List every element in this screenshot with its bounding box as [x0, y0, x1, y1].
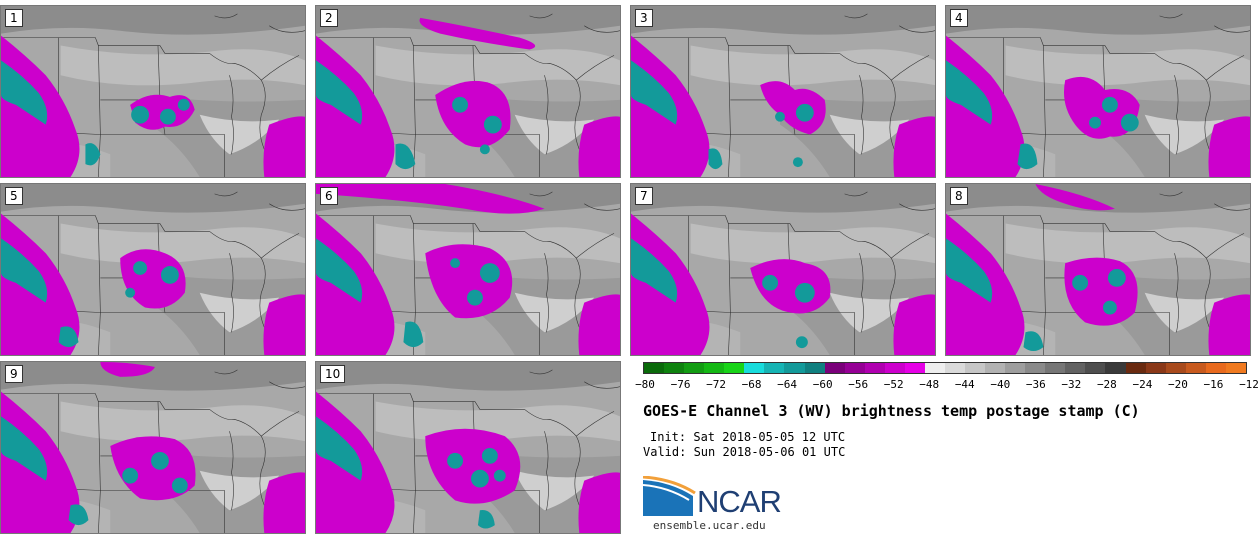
colorbar-tick-label: −68	[741, 378, 762, 391]
colorbar-segment	[664, 363, 685, 373]
colorbar-segment	[764, 363, 785, 373]
colorbar-segment	[1045, 363, 1066, 373]
forecast-panel-9: 9	[0, 361, 306, 534]
colorbar-segment	[944, 363, 965, 373]
colorbar-tick-label: −64	[777, 378, 798, 391]
site-url: ensemble.ucar.edu	[653, 519, 766, 532]
colorbar-segment	[824, 363, 845, 373]
colorbar-segment	[1125, 363, 1146, 373]
ncar-logo-icon	[643, 476, 696, 516]
forecast-panel-1: 1	[0, 5, 306, 178]
map-graphic	[1, 362, 305, 533]
colorbar-tick-label: −56	[848, 378, 869, 391]
colorbar-tick-label: −28	[1096, 378, 1117, 391]
colorbar-tick-label: −20	[1168, 378, 1188, 391]
panel-number: 9	[5, 365, 23, 383]
panel-number: 1	[5, 9, 23, 27]
panel-number: 10	[320, 365, 346, 383]
colorbar	[643, 362, 1247, 374]
colorbar-tick-label: −36	[1025, 378, 1046, 391]
colorbar-segment	[804, 363, 825, 373]
colorbar-tick-label: −60	[812, 378, 833, 391]
colorbar-segment	[1205, 363, 1226, 373]
forecast-panel-4: 4	[945, 5, 1251, 178]
forecast-panel-8: 8	[945, 183, 1251, 356]
map-graphic	[316, 184, 620, 355]
panel-number: 6	[320, 187, 338, 205]
colorbar-segment	[744, 363, 765, 373]
colorbar-segment	[784, 363, 805, 373]
colorbar-tick-label: −52	[883, 378, 904, 391]
colorbar-segment	[724, 363, 745, 373]
panel-number: 8	[950, 187, 968, 205]
map-graphic	[631, 184, 935, 355]
colorbar-tick-label: −16	[1203, 378, 1224, 391]
colorbar-segment	[704, 363, 725, 373]
map-graphic	[631, 6, 935, 177]
panel-number: 3	[635, 9, 653, 27]
ncar-logo-text: NCAR	[697, 484, 782, 519]
colorbar-tick-label: −76	[670, 378, 691, 391]
forecast-panel-10: 10	[315, 361, 621, 534]
colorbar-segment	[1145, 363, 1166, 373]
init-time: Init: Sat 2018-05-05 12 UTC	[650, 430, 846, 444]
colorbar-segment	[1165, 363, 1186, 373]
map-graphic	[946, 6, 1250, 177]
colorbar-tick-label: −32	[1061, 378, 1082, 391]
colorbar-segment	[965, 363, 986, 373]
colorbar-segment	[1025, 363, 1046, 373]
chart-title: GOES-E Channel 3 (WV) brightness temp po…	[643, 402, 1140, 420]
panel-number: 2	[320, 9, 338, 27]
panel-number: 4	[950, 9, 968, 27]
map-graphic	[316, 6, 620, 177]
map-graphic	[316, 362, 620, 533]
colorbar-segment	[904, 363, 925, 373]
colorbar-segment	[1005, 363, 1026, 373]
forecast-panel-7: 7	[630, 183, 936, 356]
colorbar-segment	[985, 363, 1006, 373]
colorbar-tick-label: −80	[635, 378, 655, 391]
map-graphic	[946, 184, 1250, 355]
colorbar-tick-label: −12	[1239, 378, 1259, 391]
colorbar-segment	[884, 363, 905, 373]
map-graphic	[1, 184, 305, 355]
colorbar-segment	[844, 363, 865, 373]
forecast-panel-3: 3	[630, 5, 936, 178]
colorbar-tick-label: −44	[954, 378, 975, 391]
colorbar-tick-label: −24	[1132, 378, 1153, 391]
forecast-panel-6: 6	[315, 183, 621, 356]
colorbar-tick-label: −40	[990, 378, 1011, 391]
panel-number: 7	[635, 187, 653, 205]
colorbar-segment	[1185, 363, 1206, 373]
panel-number: 5	[5, 187, 23, 205]
valid-time: Valid: Sun 2018-05-06 01 UTC	[643, 445, 846, 459]
colorbar-segment	[864, 363, 885, 373]
colorbar-segment	[1105, 363, 1126, 373]
colorbar-segment	[1065, 363, 1086, 373]
colorbar-segment	[1225, 363, 1246, 373]
colorbar-segment	[644, 363, 665, 373]
forecast-panel-2: 2	[315, 5, 621, 178]
forecast-panel-5: 5	[0, 183, 306, 356]
colorbar-segment	[1085, 363, 1106, 373]
colorbar-segment	[684, 363, 705, 373]
colorbar-segment	[924, 363, 945, 373]
map-graphic	[1, 6, 305, 177]
colorbar-tick-label: −48	[919, 378, 940, 391]
colorbar-tick-labels: −80 −76 −72 −68 −64 −60 −56 −52 −48 −44 −40 −36 −32 −…	[635, 378, 1259, 394]
colorbar-tick-label: −72	[706, 378, 726, 391]
